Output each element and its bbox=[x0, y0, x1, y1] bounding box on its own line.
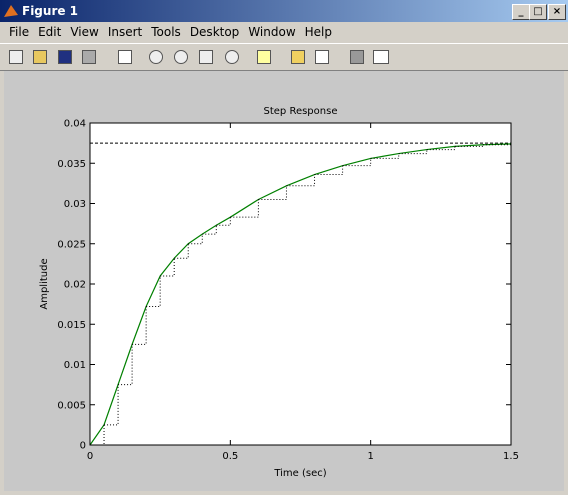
colorbar-button[interactable] bbox=[291, 50, 305, 64]
data-cursor-button[interactable] bbox=[257, 50, 271, 64]
step-segment bbox=[454, 144, 484, 147]
menu-item[interactable]: Help bbox=[304, 25, 332, 39]
menu-item[interactable]: Window bbox=[248, 25, 296, 39]
step-segment bbox=[314, 165, 344, 176]
menu-item[interactable]: Edit bbox=[38, 25, 62, 39]
plot-area bbox=[90, 123, 511, 445]
x-tick-label: 0 bbox=[87, 451, 93, 462]
step-segment bbox=[426, 146, 456, 151]
figure-area: Step Response Time (sec) Amplitude 0 0.005 0.… bbox=[4, 71, 564, 491]
step-segment bbox=[132, 306, 147, 345]
menu-bar: File Edit View Insert Tools Desktop Window Help bbox=[0, 22, 568, 42]
maximize-button[interactable]: □ bbox=[529, 4, 547, 20]
pan-button[interactable] bbox=[199, 50, 213, 64]
step-segment bbox=[230, 199, 259, 218]
step-segment bbox=[342, 158, 372, 167]
toolbar bbox=[0, 43, 568, 71]
x-tick-label: 1 bbox=[367, 451, 373, 462]
y-tick-label: 0 bbox=[80, 441, 86, 452]
zoom-out-button[interactable] bbox=[174, 50, 188, 64]
step-segment bbox=[258, 185, 287, 200]
close-button[interactable]: × bbox=[548, 4, 566, 20]
menu-item[interactable]: Desktop bbox=[189, 25, 240, 39]
app-icon bbox=[4, 5, 18, 17]
y-tick-label: 0.01 bbox=[64, 360, 86, 371]
plot-tools-off-button[interactable] bbox=[350, 50, 364, 64]
menu-item[interactable]: File bbox=[9, 25, 30, 39]
response-line bbox=[89, 143, 512, 446]
y-axis-label: Amplitude bbox=[39, 258, 50, 309]
y-tick-label: 0.04 bbox=[64, 119, 86, 130]
window-title: Figure 1 bbox=[22, 4, 79, 18]
legend-button[interactable] bbox=[315, 50, 329, 64]
step-segment bbox=[482, 143, 512, 146]
step-segment bbox=[90, 424, 105, 446]
rotate-button[interactable] bbox=[225, 50, 239, 64]
open-button[interactable] bbox=[33, 50, 47, 64]
x-tick-label: 0.5 bbox=[222, 451, 238, 462]
x-tick-label: 1.5 bbox=[503, 451, 519, 462]
y-tick-label: 0.025 bbox=[57, 239, 86, 250]
step-segment bbox=[286, 174, 316, 187]
menu-item[interactable]: Tools bbox=[151, 25, 181, 39]
step-segment bbox=[398, 149, 428, 155]
minimize-button[interactable]: _ bbox=[512, 4, 530, 20]
save-button[interactable] bbox=[58, 50, 72, 64]
plot-tools-on-button[interactable] bbox=[373, 50, 389, 64]
step-segment bbox=[370, 153, 400, 159]
axes-box bbox=[89, 122, 512, 446]
y-tick-label: 0.005 bbox=[57, 400, 86, 411]
print-button[interactable] bbox=[82, 50, 96, 64]
x-axis-label: Time (sec) bbox=[273, 468, 326, 479]
y-tick-label: 0.03 bbox=[64, 199, 86, 210]
new-button[interactable] bbox=[9, 50, 23, 64]
menu-item[interactable]: Insert bbox=[107, 25, 143, 39]
menu-item[interactable]: View bbox=[70, 25, 99, 39]
y-tick-label: 0.02 bbox=[64, 280, 86, 291]
y-tick-label: 0.015 bbox=[57, 320, 86, 331]
zoom-in-button[interactable] bbox=[149, 50, 163, 64]
chart: Step Response Time (sec) Amplitude 0 0.005 0.… bbox=[39, 106, 519, 479]
pointer-button[interactable] bbox=[118, 50, 132, 64]
y-tick-label: 0.035 bbox=[57, 159, 86, 170]
chart-title: Step Response bbox=[264, 106, 338, 117]
title-bar: Figure 1 _ □ × bbox=[0, 0, 568, 22]
